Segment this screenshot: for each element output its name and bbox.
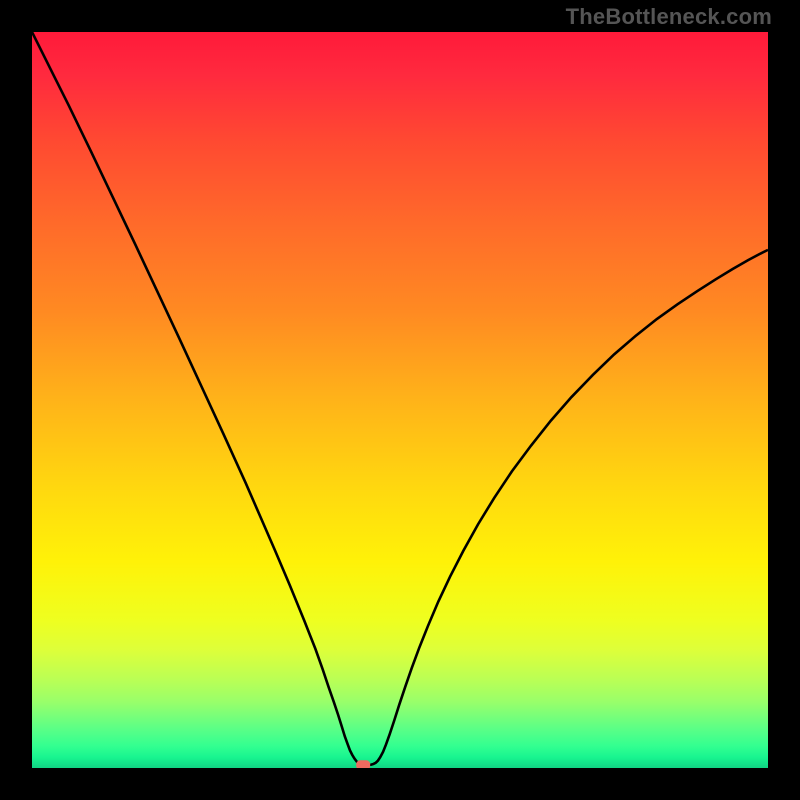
bottleneck-chart: TheBottleneck.com	[0, 0, 800, 800]
trough-marker	[356, 760, 370, 768]
bottleneck-curve	[32, 32, 768, 765]
plot-area	[32, 32, 768, 768]
curve-layer	[32, 32, 768, 768]
